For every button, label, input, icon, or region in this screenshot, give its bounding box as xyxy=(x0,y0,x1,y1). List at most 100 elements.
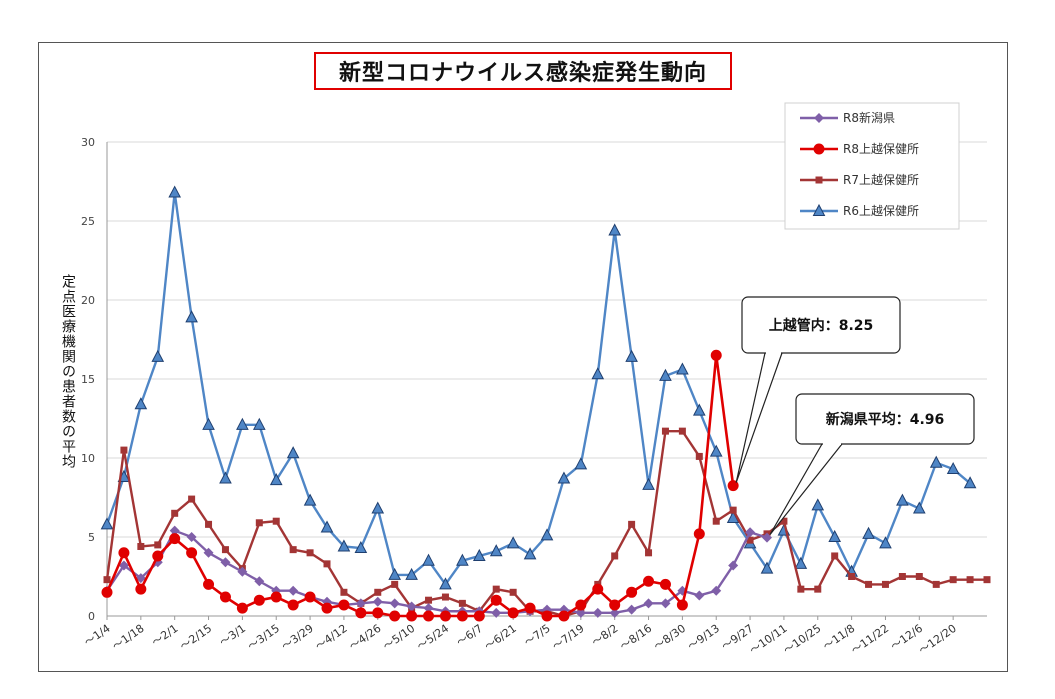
x-tick-label: ～7/5 xyxy=(522,622,553,649)
data-point xyxy=(659,368,672,381)
x-tick-labels: ～1/4～1/18 ～2/1～2/15 ～3/1～3/15～3/29～4/12～4/… xyxy=(82,616,959,657)
y-tick-label: 20 xyxy=(81,294,95,307)
data-point xyxy=(966,576,974,584)
data-point xyxy=(287,599,299,611)
data-point xyxy=(168,185,182,198)
data-point xyxy=(828,529,842,542)
data-point xyxy=(188,495,196,503)
data-point xyxy=(694,590,705,601)
data-point xyxy=(100,517,114,530)
data-point xyxy=(490,594,502,606)
x-tick-label: ～8/2 xyxy=(589,622,620,649)
data-point xyxy=(441,593,449,601)
legend-label: R6上越保健所 xyxy=(843,204,919,218)
x-tick-label: ～10/25 xyxy=(781,622,823,657)
data-point xyxy=(202,417,215,430)
data-point xyxy=(932,580,940,588)
data-point xyxy=(879,536,892,549)
legend-marker xyxy=(812,203,826,216)
data-point xyxy=(661,427,669,435)
data-point xyxy=(205,520,213,528)
data-point xyxy=(540,528,554,541)
callout-text: 新潟県平均：4.96 xyxy=(826,411,945,428)
series-line xyxy=(105,429,987,618)
data-point xyxy=(320,520,334,533)
data-point xyxy=(881,580,889,588)
data-point xyxy=(811,498,825,511)
callout-text: 上越管内：8.25 xyxy=(769,317,874,334)
y-tick-label: 10 xyxy=(81,452,95,465)
legend-marker xyxy=(814,113,824,123)
data-point xyxy=(745,527,756,538)
data-point xyxy=(219,591,231,603)
data-point xyxy=(912,501,926,514)
data-point xyxy=(762,532,772,543)
data-point xyxy=(898,573,906,580)
legend-box xyxy=(784,102,960,230)
data-point xyxy=(611,552,619,560)
y-tick-label: 15 xyxy=(81,373,95,386)
data-point xyxy=(831,552,839,560)
data-point xyxy=(643,598,654,609)
data-point xyxy=(272,517,280,525)
x-tick-label: ～9/13 xyxy=(685,622,722,653)
data-point xyxy=(255,519,263,527)
data-point xyxy=(642,477,655,490)
data-point xyxy=(389,598,400,609)
y-tick-labels: 0 5 10 15 20 25 30 xyxy=(81,136,95,623)
data-point xyxy=(135,583,147,595)
data-point xyxy=(134,397,148,410)
data-point xyxy=(118,547,130,559)
data-point xyxy=(371,501,385,514)
series-4 xyxy=(100,185,977,590)
data-point xyxy=(643,575,655,587)
data-point xyxy=(220,557,231,568)
data-point xyxy=(558,610,570,622)
data-point xyxy=(321,602,333,614)
data-point xyxy=(591,367,605,380)
data-point xyxy=(709,444,723,457)
data-point xyxy=(592,607,603,618)
data-point xyxy=(896,493,909,506)
data-point xyxy=(355,607,367,619)
data-point xyxy=(524,602,536,614)
data-point xyxy=(203,547,214,558)
data-point xyxy=(814,585,822,593)
data-point xyxy=(303,493,317,506)
data-point xyxy=(963,476,977,489)
data-point xyxy=(645,549,653,557)
data-point xyxy=(983,576,991,584)
callout-box xyxy=(795,393,975,445)
data-point xyxy=(473,610,485,622)
data-point xyxy=(185,310,198,323)
data-point xyxy=(609,607,620,618)
data-point xyxy=(794,556,808,569)
data-point xyxy=(541,610,553,622)
data-point xyxy=(203,578,215,590)
data-point xyxy=(289,546,297,554)
callout-box xyxy=(741,296,901,354)
data-point xyxy=(509,588,517,596)
data-point xyxy=(946,461,960,475)
series-layer xyxy=(100,185,991,622)
legend: R8新潟県 R8上越保健所 R7上越保健所 R6上越保健所 xyxy=(784,102,960,230)
x-tick-label: ～2/1 xyxy=(149,622,180,649)
data-point xyxy=(391,580,399,588)
data-point xyxy=(746,536,754,544)
data-point xyxy=(491,607,502,618)
data-point xyxy=(439,577,452,590)
data-point xyxy=(270,591,282,603)
data-point xyxy=(676,362,689,375)
data-point xyxy=(727,480,739,492)
chart-title: 新型コロナウイルス感染症発生動向 xyxy=(314,52,732,90)
data-point xyxy=(304,591,316,603)
data-point xyxy=(592,583,604,595)
series-2 xyxy=(101,349,739,622)
x-tick-label: ～2/15 xyxy=(178,622,215,653)
y-tick-label: 30 xyxy=(81,136,95,149)
x-tick-label: ～5/24 xyxy=(414,622,451,653)
legend-item: R7上越保健所 xyxy=(800,173,919,187)
x-tick-label: ～8/16 xyxy=(618,622,655,653)
data-point xyxy=(118,560,129,571)
data-point xyxy=(406,610,418,622)
